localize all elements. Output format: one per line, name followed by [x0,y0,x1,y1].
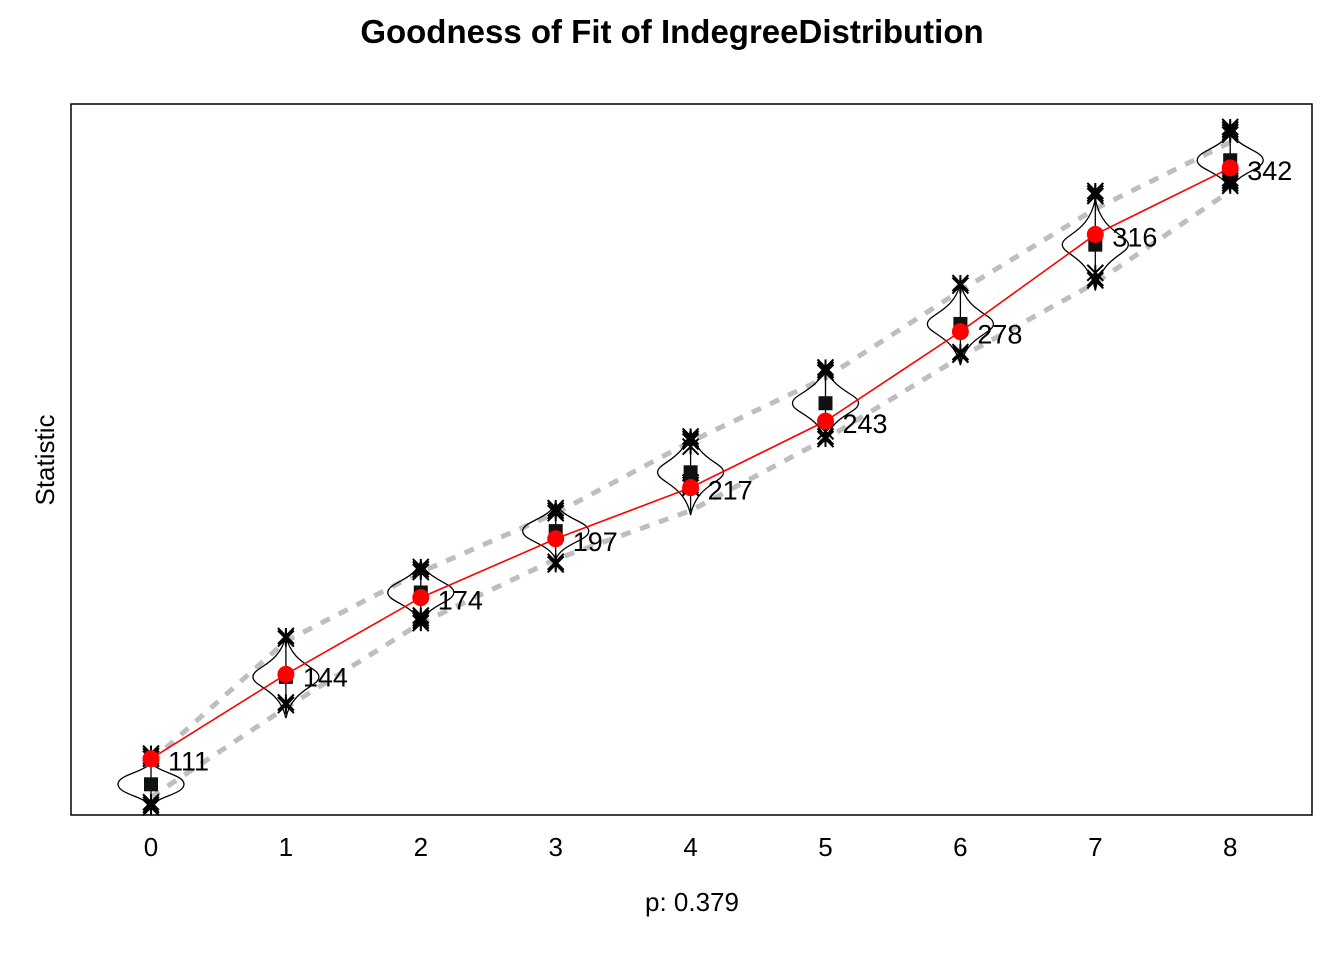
x-axis-label: p: 0.379 [645,887,739,917]
outlier-point [1086,271,1105,290]
data-label-6: 278 [977,320,1022,350]
median-marker-4 [683,465,698,480]
outlier-point [412,563,430,581]
observed-point-7 [1086,225,1104,243]
x-tick-label-5: 5 [818,832,832,862]
observed-point-8 [1221,159,1239,177]
data-label-2: 174 [438,586,483,616]
x-tick-label-4: 4 [683,832,697,862]
observed-point-3 [547,530,565,548]
outlier-point [142,798,160,817]
simulation-bounds [149,140,1232,800]
outlier-point [546,555,565,574]
data-label-0: 111 [168,747,209,777]
observed-point-5 [817,412,834,430]
y-axis-label: Statistic [30,414,60,505]
outlier-point [277,629,295,648]
outlier-point [1086,187,1105,205]
x-tick-label-3: 3 [548,832,562,862]
outlier-point [412,614,430,632]
chart-title: Goodness of Fit of IndegreeDistribution [360,13,983,50]
lower-bound-line [149,188,1232,800]
median-marker-0 [144,777,158,792]
data-label-4: 217 [708,476,753,506]
outlier-point [816,363,835,382]
upper-bound-line [149,140,1232,764]
data-label-8: 342 [1247,156,1292,186]
outlier-point [681,438,700,456]
observed-point-4 [682,479,700,497]
data-label-5: 243 [843,409,888,439]
data-label-3: 197 [573,527,618,557]
outlier-point [951,276,970,295]
observed-point-0 [142,750,160,768]
outlier-point [277,696,295,714]
x-tick-label-7: 7 [1088,832,1102,862]
observed-point-6 [951,323,969,341]
outlier-point [1221,177,1239,195]
median-marker-5 [818,396,833,411]
outlier-point [816,430,835,448]
observed-point-1 [277,665,295,683]
data-labels: 111 144 174 197 217 243 278 316 342 [168,156,1292,777]
violin-4 [656,429,725,516]
x-axis: 0 1 2 3 4 5 6 7 8 [144,832,1238,862]
violin-1 [252,635,320,719]
outlier-point [951,345,970,364]
plot-frame [70,103,1313,816]
x-tick-label-0: 0 [144,832,158,862]
data-label-1: 144 [303,662,348,692]
x-tick-label-1: 1 [279,832,293,862]
observed-point-2 [412,589,430,607]
outlier-point [1221,125,1239,144]
violin-7 [1061,198,1129,291]
observed-series [142,159,1239,768]
data-label-7: 316 [1112,222,1157,252]
violin-6 [926,282,995,366]
x-tick-label-2: 2 [414,832,428,862]
outlier-point [546,504,565,522]
x-tick-label-8: 8 [1223,832,1237,862]
x-tick-label-6: 6 [953,832,967,862]
